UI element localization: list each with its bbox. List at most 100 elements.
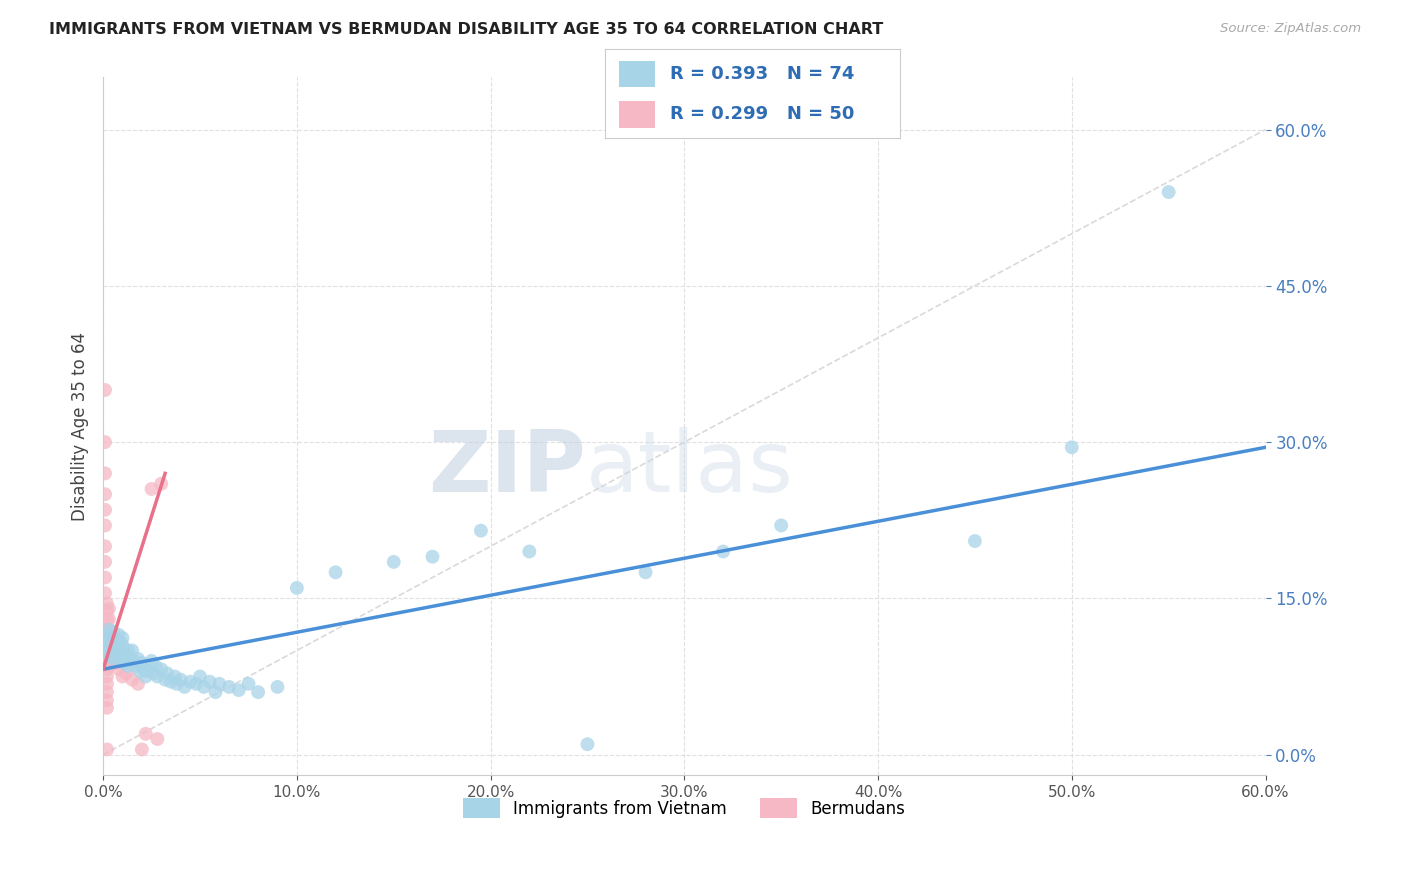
Point <box>1060 440 1083 454</box>
Point <box>96 604 118 618</box>
Point <box>111 631 134 645</box>
Point <box>470 524 492 538</box>
Point <box>100 631 122 645</box>
Point <box>136 665 159 679</box>
Text: Source: ZipAtlas.com: Source: ZipAtlas.com <box>1220 22 1361 36</box>
Point <box>238 677 260 691</box>
Point <box>145 659 167 673</box>
Point <box>111 669 134 683</box>
Point <box>96 628 118 642</box>
Point <box>135 727 157 741</box>
Point <box>169 673 191 687</box>
Point <box>94 633 117 648</box>
Point <box>100 648 122 663</box>
Text: R = 0.393   N = 74: R = 0.393 N = 74 <box>669 65 853 83</box>
Text: IMMIGRANTS FROM VIETNAM VS BERMUDAN DISABILITY AGE 35 TO 64 CORRELATION CHART: IMMIGRANTS FROM VIETNAM VS BERMUDAN DISA… <box>49 22 883 37</box>
Point <box>115 648 138 663</box>
Point <box>963 534 986 549</box>
Point <box>94 570 117 584</box>
Point <box>142 666 165 681</box>
Point <box>101 635 124 649</box>
Point <box>131 742 153 756</box>
Point <box>96 638 118 652</box>
Point <box>94 518 117 533</box>
Point <box>517 544 540 558</box>
Point <box>228 683 250 698</box>
Bar <box>620 61 655 87</box>
Legend: Immigrants from Vietnam, Bermudans: Immigrants from Vietnam, Bermudans <box>457 792 912 824</box>
Point <box>101 624 124 639</box>
Point <box>188 669 211 683</box>
Point <box>94 467 117 481</box>
Point <box>94 435 117 450</box>
Point <box>105 643 128 657</box>
Point <box>110 635 132 649</box>
Point <box>121 673 143 687</box>
Point <box>105 656 128 670</box>
Point <box>179 674 201 689</box>
Point <box>94 383 117 397</box>
Point <box>117 643 139 657</box>
Point <box>141 482 163 496</box>
Point <box>104 648 127 663</box>
Point <box>120 652 142 666</box>
Point <box>184 677 207 691</box>
Point <box>96 700 118 714</box>
Point <box>770 518 793 533</box>
Point <box>150 662 173 676</box>
Point <box>104 638 127 652</box>
Point <box>111 638 134 652</box>
Point <box>166 677 188 691</box>
Point <box>97 646 120 660</box>
Point <box>96 662 118 676</box>
Point <box>114 656 136 670</box>
Point <box>101 652 124 666</box>
Point <box>96 631 118 645</box>
Point <box>382 555 405 569</box>
Point <box>634 566 657 580</box>
Point <box>96 654 118 668</box>
Point <box>104 648 127 663</box>
Point <box>114 646 136 660</box>
Point <box>94 539 117 553</box>
Point <box>94 555 117 569</box>
Point <box>100 631 122 645</box>
Point <box>198 674 221 689</box>
Point <box>97 602 120 616</box>
Point <box>127 652 149 666</box>
Point <box>135 669 157 683</box>
Point <box>146 732 169 747</box>
Point <box>97 633 120 648</box>
Point <box>711 544 734 558</box>
Point <box>107 648 129 663</box>
Point <box>100 638 122 652</box>
Text: atlas: atlas <box>585 427 793 510</box>
Point <box>141 654 163 668</box>
Point <box>122 654 145 668</box>
Point <box>97 652 120 666</box>
Point <box>107 662 129 676</box>
Point <box>97 659 120 673</box>
Point <box>96 677 118 691</box>
Point <box>156 666 179 681</box>
Y-axis label: Disability Age 35 to 64: Disability Age 35 to 64 <box>72 332 89 521</box>
Point <box>131 656 153 670</box>
Point <box>204 685 226 699</box>
Point <box>94 586 117 600</box>
Point <box>100 648 122 663</box>
Point <box>129 665 152 679</box>
Point <box>96 669 118 683</box>
Point <box>97 643 120 657</box>
Point <box>97 635 120 649</box>
Point <box>153 673 176 687</box>
Point <box>285 581 308 595</box>
Point <box>96 612 118 626</box>
Point <box>96 597 118 611</box>
Point <box>160 674 183 689</box>
Point <box>127 677 149 691</box>
Point <box>96 623 118 637</box>
Point <box>121 643 143 657</box>
Point <box>100 643 122 657</box>
Point <box>101 643 124 657</box>
Point <box>101 652 124 666</box>
